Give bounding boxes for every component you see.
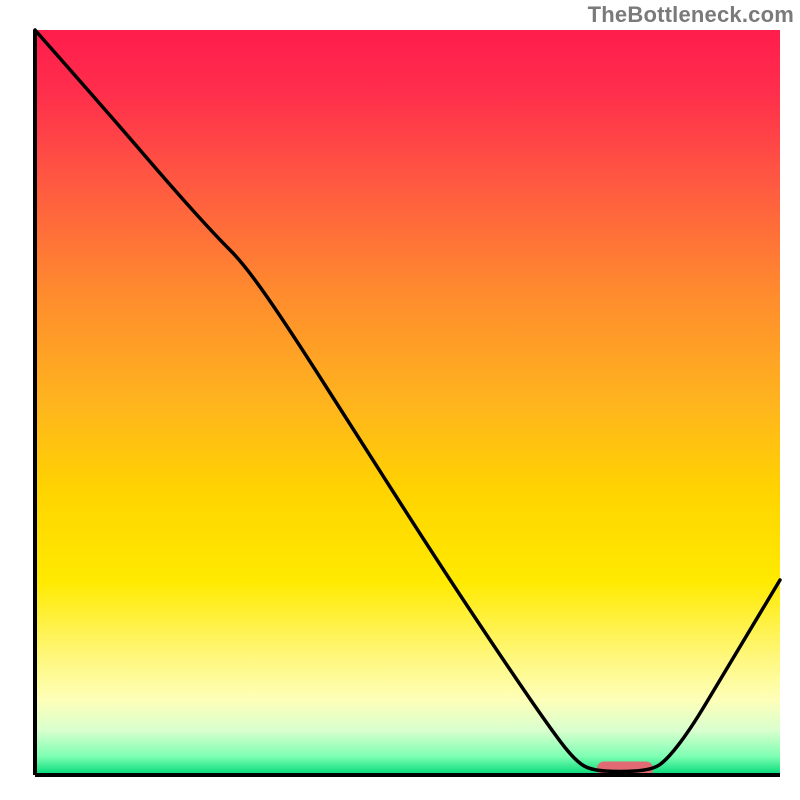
chart-canvas: TheBottleneck.com [0, 0, 800, 800]
plot-background [35, 30, 780, 775]
watermark-text: TheBottleneck.com [588, 2, 794, 28]
bottleneck-chart [0, 0, 800, 800]
